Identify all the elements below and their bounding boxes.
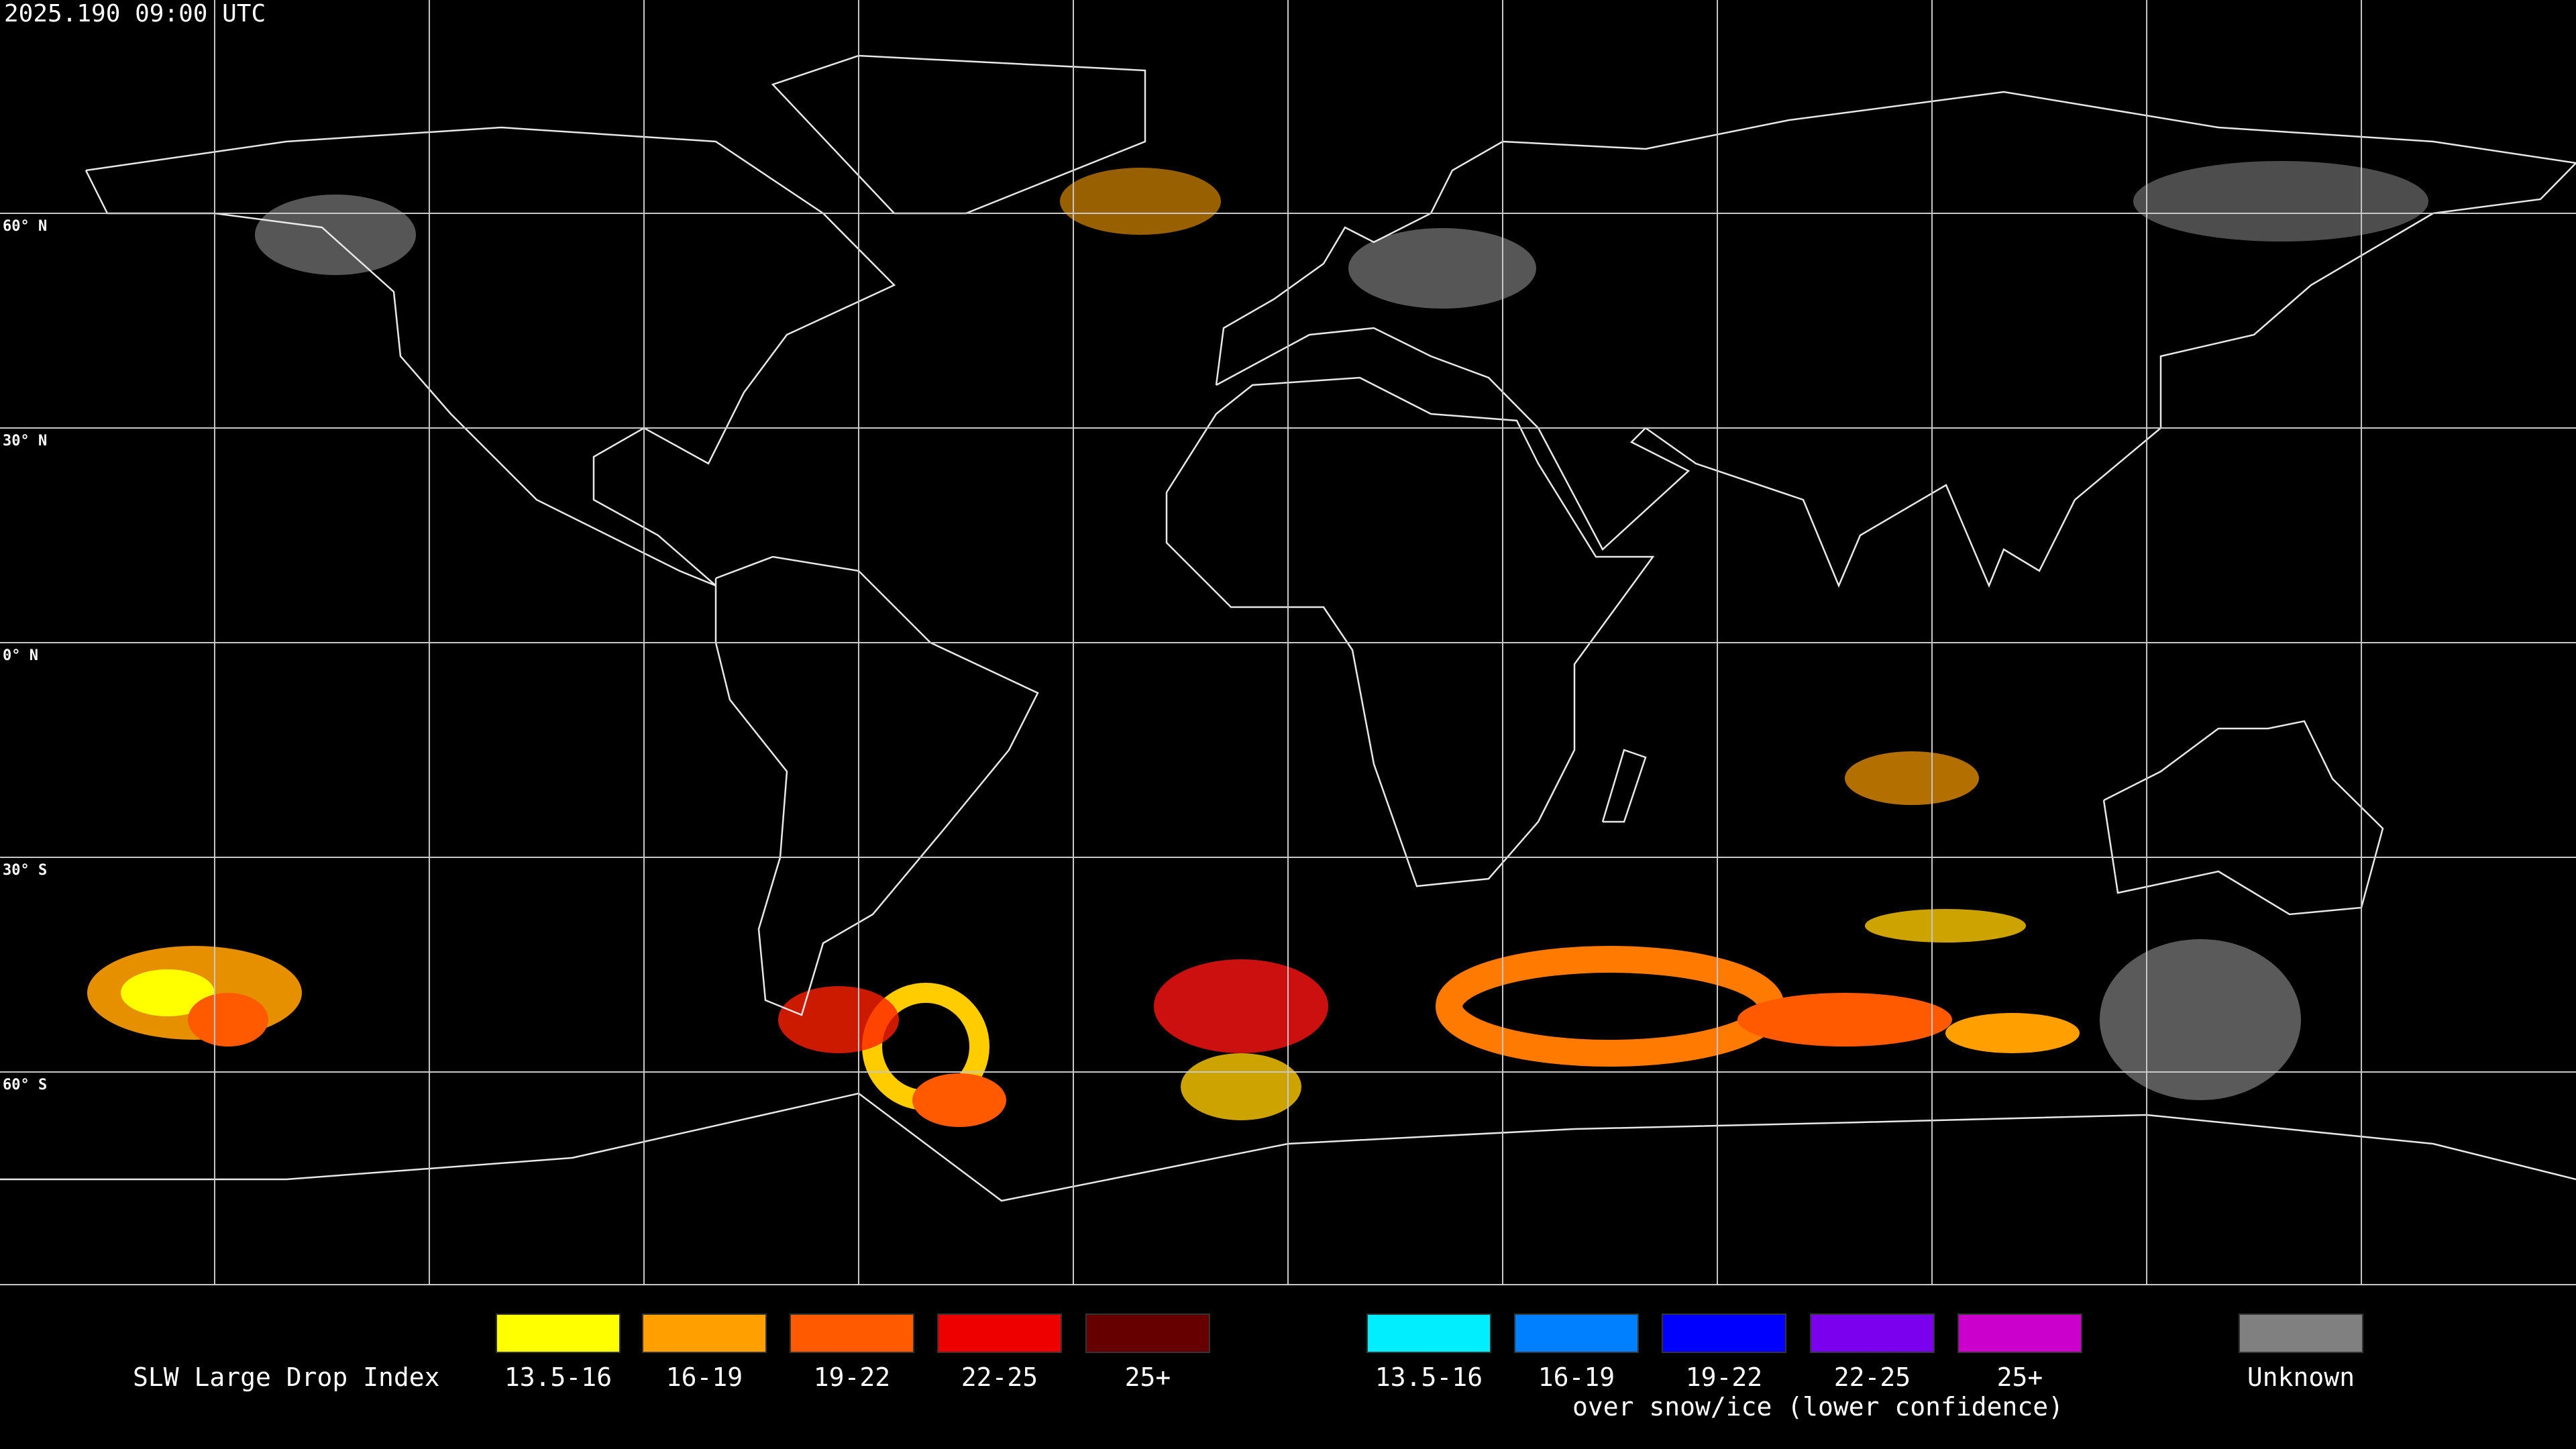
latitude-label: 0° N bbox=[3, 647, 38, 664]
legend-title: SLW Large Drop Index bbox=[133, 1362, 440, 1392]
legend-swatch bbox=[1514, 1313, 1639, 1353]
cloud-area bbox=[188, 993, 268, 1046]
legend-label: 25+ bbox=[1125, 1362, 1171, 1392]
legend-label: 25+ bbox=[1997, 1362, 2043, 1392]
latitude-label: 60° N bbox=[3, 218, 47, 235]
latitude-label: 60° S bbox=[3, 1077, 47, 1093]
coastline bbox=[2102, 720, 2384, 916]
legend-label: 13.5-16 bbox=[1375, 1362, 1483, 1392]
legend-note: over snow/ice (lower confidence) bbox=[1572, 1392, 2063, 1421]
cloud-area bbox=[2133, 161, 2428, 241]
legend-label: 19-22 bbox=[814, 1362, 890, 1392]
legend-label: Unknown bbox=[2247, 1362, 2355, 1392]
cloud-imagery bbox=[87, 161, 2428, 1127]
graticule: 60° N 30° N 0° N 30° S 60° S bbox=[0, 0, 2576, 1285]
cloud-area bbox=[121, 969, 215, 1016]
legend-swatch bbox=[1957, 1313, 2082, 1353]
legend-swatch bbox=[2239, 1313, 2363, 1353]
cloud-area bbox=[912, 1073, 1006, 1127]
legend-swatch bbox=[1662, 1313, 1786, 1353]
cloud-area bbox=[1154, 959, 1328, 1053]
legend-label: 22-25 bbox=[1834, 1362, 1911, 1392]
legend-swatch bbox=[1366, 1313, 1491, 1353]
cloud-area bbox=[1845, 751, 1979, 805]
legend-swatch bbox=[1085, 1313, 1210, 1353]
legend-label: 22-25 bbox=[961, 1362, 1038, 1392]
legend-label: 16-19 bbox=[1538, 1362, 1615, 1392]
legend: 13.5-16 16-19 19-22 22-25 25+ 13.5-16 16-19 19-… bbox=[496, 1313, 2363, 1392]
latitude-label: 30° N bbox=[3, 433, 47, 449]
cloud-area bbox=[778, 986, 899, 1053]
cloud-area bbox=[1181, 1053, 1301, 1120]
timestamp: 2025.190 09:00 UTC bbox=[4, 0, 266, 28]
cloud-area bbox=[1945, 1013, 2080, 1053]
cloud-area bbox=[1737, 993, 1952, 1046]
legend-label: 13.5-16 bbox=[504, 1362, 612, 1392]
legend-label: 16-19 bbox=[666, 1362, 743, 1392]
cloud-area bbox=[1865, 909, 2026, 943]
coastline bbox=[714, 555, 1039, 1016]
coastline bbox=[1165, 376, 1655, 888]
legend-swatch bbox=[496, 1313, 621, 1353]
coastline bbox=[85, 126, 896, 587]
cloud-area bbox=[1060, 168, 1221, 235]
legend-swatch bbox=[1810, 1313, 1935, 1353]
latitude-label: 30° S bbox=[3, 862, 47, 879]
coastline bbox=[1601, 749, 1647, 823]
coastline bbox=[1215, 91, 2576, 588]
cloud-area bbox=[1348, 228, 1536, 309]
legend-swatch bbox=[790, 1313, 914, 1353]
legend-label: 19-22 bbox=[1686, 1362, 1762, 1392]
legend-swatch bbox=[937, 1313, 1062, 1353]
legend-swatch bbox=[642, 1313, 767, 1353]
cloud-area bbox=[2100, 939, 2301, 1100]
cloud-area bbox=[255, 195, 416, 275]
